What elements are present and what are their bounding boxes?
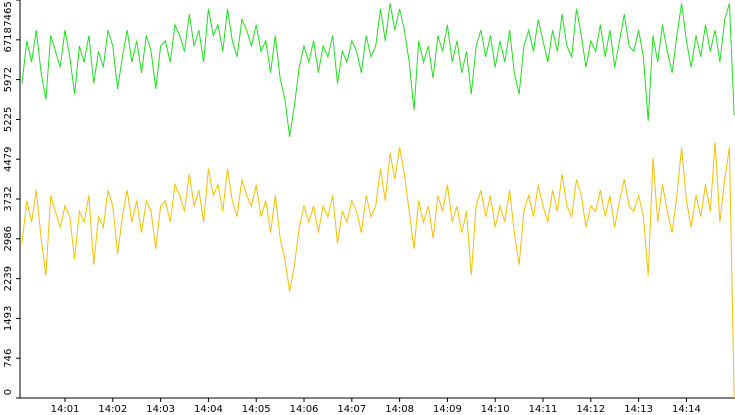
y-tick-label: 746 [3, 349, 14, 368]
x-tick-label: 14:11 [529, 404, 558, 415]
x-tick-label: 14:02 [98, 404, 127, 415]
y-tick-label: 6718 [3, 27, 14, 52]
x-tick-label: 14:05 [242, 404, 271, 415]
y-tick-label: 5972 [3, 67, 14, 92]
x-tick-label: 14:03 [146, 404, 175, 415]
x-tick-label: 14:14 [672, 404, 701, 415]
y-tick-label: 1493 [3, 306, 14, 331]
y-tick-label: 5225 [3, 107, 14, 132]
x-tick-label: 14:06 [290, 404, 319, 415]
x-tick-label: 14:07 [337, 404, 366, 415]
y-tick-label: 3732 [3, 186, 14, 211]
series-line [21, 3, 735, 137]
x-tick-label: 14:10 [481, 404, 510, 415]
x-tick-label: 14:09 [433, 404, 462, 415]
y-tick-label: 0 [3, 389, 14, 395]
x-tick-label: 14:08 [385, 404, 414, 415]
y-tick-label: 7465 [3, 1, 14, 26]
y-tick-label: 4479 [3, 146, 14, 171]
x-tick-label: 14:13 [624, 404, 653, 415]
x-tick-label: 14:12 [576, 404, 605, 415]
series-line [21, 142, 735, 399]
x-tick-label: 14:04 [194, 404, 223, 415]
x-tick-label: 14:01 [51, 404, 80, 415]
y-tick-label: 2986 [3, 226, 14, 251]
y-tick-label: 2239 [3, 266, 14, 291]
